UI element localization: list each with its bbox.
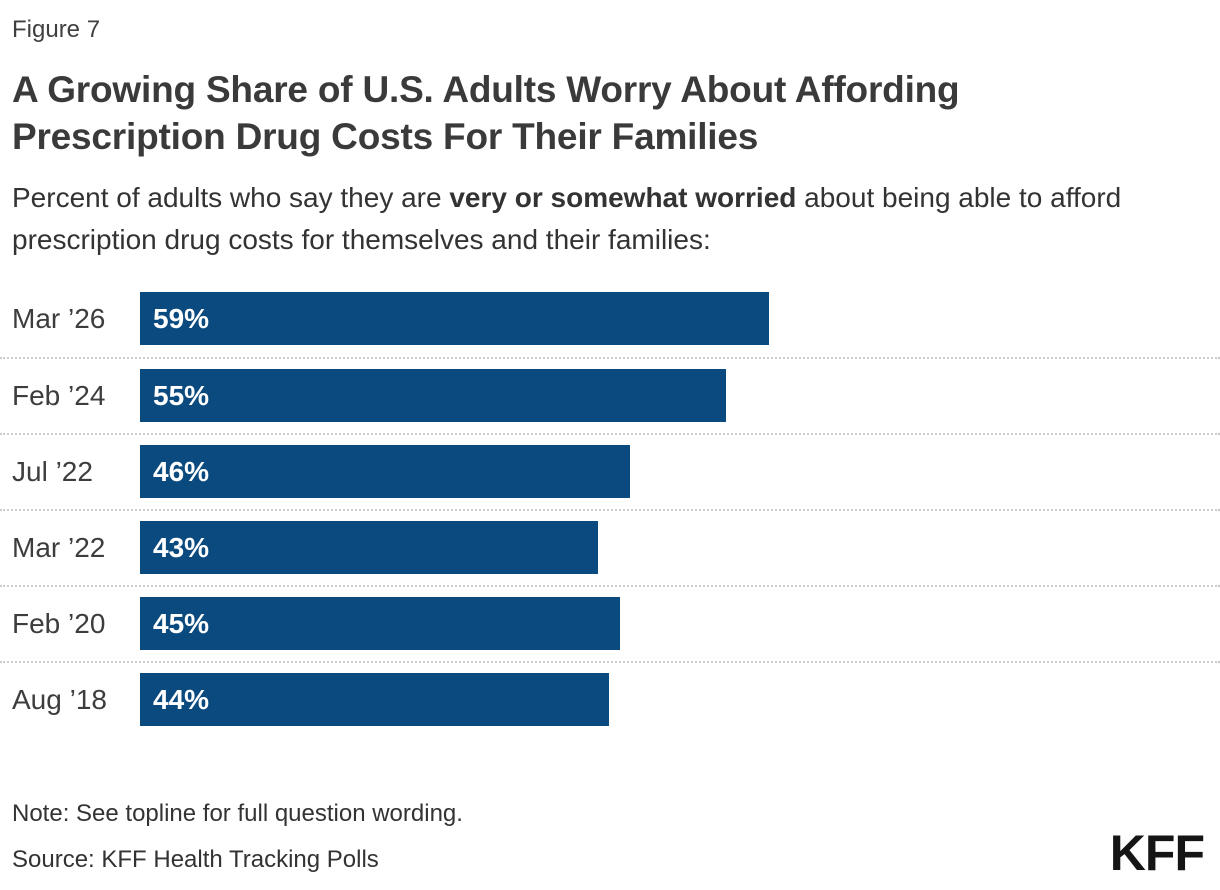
chart-row: Mar ’22 43% <box>0 508 1220 585</box>
bar-track: 59% <box>140 292 1206 346</box>
page-title: A Growing Share of U.S. Adults Worry Abo… <box>12 69 960 158</box>
row-label: Feb ’24 <box>12 379 106 411</box>
bar: 55% <box>140 369 727 423</box>
subtitle-bold-phrase: very or somewhat worried <box>449 181 797 213</box>
bar: 46% <box>140 445 631 499</box>
bar: 44% <box>140 673 610 727</box>
kff-logo: KFF <box>1109 825 1205 881</box>
chart-row: Feb ’24 55% <box>0 356 1220 433</box>
bar-value-label: 59% <box>153 302 210 334</box>
subtitle-prefix: Percent of adults who say they are <box>12 181 450 213</box>
bar: 43% <box>140 521 599 575</box>
row-label: Mar ’22 <box>12 531 106 563</box>
bar-value-label: 44% <box>153 683 210 715</box>
row-label: Aug ’18 <box>12 683 107 715</box>
bar: 45% <box>140 597 620 651</box>
row-label: Jul ’22 <box>12 455 93 487</box>
chart-row: Mar ’26 59% <box>0 281 1220 357</box>
row-label: Mar ’26 <box>12 302 106 334</box>
bar-track: 46% <box>140 445 1206 499</box>
chart-row: Feb ’20 45% <box>0 584 1220 661</box>
bar-value-label: 43% <box>153 531 210 563</box>
source-text: Source: KFF Health Tracking Polls <box>12 846 379 873</box>
bar-track: 43% <box>140 521 1206 575</box>
row-label: Feb ’20 <box>12 607 106 639</box>
note-text: Note: See topline for full question word… <box>12 800 463 827</box>
chart-subtitle: Percent of adults who say they are very … <box>12 177 1206 261</box>
bar-track: 44% <box>140 673 1206 727</box>
bar-value-label: 46% <box>153 455 210 487</box>
bar-value-label: 45% <box>153 607 210 639</box>
chart-row: Jul ’22 46% <box>0 432 1220 509</box>
chart-row: Aug ’18 44% <box>0 660 1220 737</box>
figure-label: Figure 7 <box>12 16 101 43</box>
bar: 59% <box>140 292 769 346</box>
subtitle-suffix: about being able to afford prescription … <box>12 181 1122 255</box>
bar-chart: Mar ’26 59% Feb ’24 55% Jul ’22 46% <box>0 281 1220 737</box>
bar-track: 45% <box>140 597 1206 651</box>
bar-track: 55% <box>140 369 1206 423</box>
bar-value-label: 55% <box>153 379 210 411</box>
